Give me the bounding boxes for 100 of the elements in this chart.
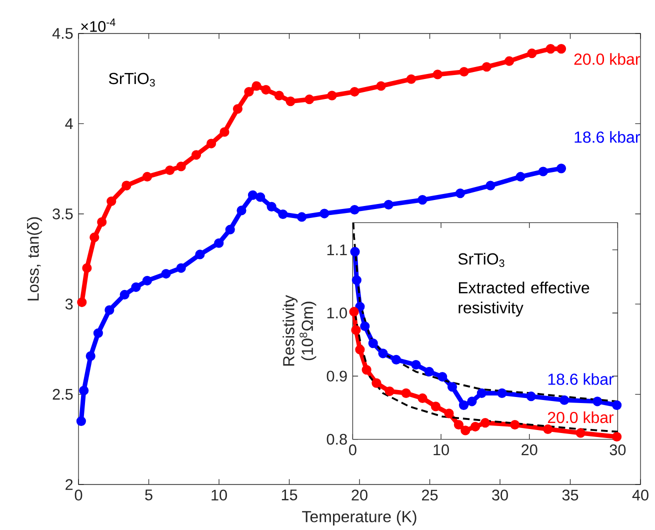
point: [142, 172, 152, 182]
x-tick-label: 25: [422, 490, 438, 500]
point: [131, 282, 141, 292]
y-tick-label: 1.1: [327, 244, 347, 256]
point: [372, 378, 382, 388]
point: [368, 338, 378, 348]
point: [406, 74, 416, 84]
x-tick-label: 20: [352, 490, 368, 500]
point: [430, 402, 441, 412]
x-tick-label: 0: [349, 444, 356, 456]
x-tick-label: 10: [434, 444, 449, 456]
point: [516, 172, 526, 182]
point: [470, 422, 480, 432]
point: [77, 297, 87, 308]
point: [424, 366, 434, 377]
point: [378, 348, 388, 358]
x-tick-label: 5: [145, 490, 152, 500]
point: [527, 48, 537, 58]
point: [286, 96, 296, 106]
series-label: 20.0 kbar: [574, 53, 640, 65]
point: [350, 204, 360, 215]
point: [538, 166, 548, 176]
point: [444, 408, 454, 418]
point: [106, 196, 116, 206]
point: [497, 388, 507, 398]
x-axis-title: Temperature (K): [302, 510, 416, 526]
point: [510, 420, 520, 430]
point: [411, 360, 421, 370]
point: [232, 104, 243, 114]
point: [104, 305, 114, 315]
point: [504, 56, 514, 66]
x-tick-label: 10: [212, 490, 227, 500]
point: [482, 62, 492, 72]
point: [214, 238, 224, 248]
point: [244, 86, 254, 97]
point: [418, 393, 428, 404]
point: [355, 302, 365, 312]
point: [467, 396, 477, 406]
point: [142, 276, 152, 286]
point: [256, 192, 266, 202]
y-tick-label: 1.0: [327, 308, 347, 318]
point: [459, 66, 469, 77]
point: [480, 418, 490, 428]
point: [360, 321, 370, 332]
point: [252, 81, 262, 91]
point: [90, 232, 100, 242]
point: [560, 395, 570, 405]
point: [320, 208, 330, 218]
y-tick-label: 2: [66, 479, 73, 490]
point: [362, 365, 372, 375]
point: [350, 86, 360, 97]
series-label: 18.6 kbar: [548, 373, 614, 385]
point: [225, 224, 235, 234]
point: [460, 426, 470, 436]
x-tick-label: 30: [492, 490, 508, 500]
point: [165, 165, 175, 176]
point: [266, 202, 276, 212]
point: [349, 306, 359, 317]
point: [612, 432, 622, 442]
point: [401, 388, 411, 398]
point: [176, 263, 186, 273]
point: [447, 382, 458, 392]
point: [418, 195, 428, 205]
point: [195, 250, 205, 260]
point: [76, 416, 86, 426]
y-axis-title: Loss, tan(δ): [27, 217, 42, 300]
x-tick-label: 15: [282, 490, 298, 500]
point: [592, 396, 602, 406]
point: [206, 138, 216, 148]
point: [352, 275, 362, 285]
point: [355, 344, 365, 354]
point: [384, 386, 394, 396]
y-tick-label: 4: [65, 118, 73, 129]
y-tick-label: 3: [65, 298, 73, 310]
point: [486, 180, 496, 190]
point: [296, 212, 307, 222]
point: [274, 90, 284, 100]
point: [556, 44, 566, 54]
y-tick-label: 3.5: [52, 208, 73, 220]
point: [458, 400, 469, 410]
point: [261, 84, 271, 95]
x-tick-label: 20: [522, 444, 538, 456]
x-tick-label: 0: [74, 490, 82, 500]
point: [384, 200, 394, 210]
point: [236, 206, 246, 216]
point: [278, 209, 288, 220]
point: [576, 428, 586, 438]
x-tick-label: 40: [632, 490, 648, 500]
point: [391, 354, 402, 365]
y-tick-label: 2.5: [52, 388, 73, 400]
text: ×10$^{-4}$: [81, 18, 116, 32]
point: [120, 290, 130, 300]
point: [79, 386, 89, 396]
point: [191, 150, 202, 160]
y-tick-label: 0.8: [326, 434, 347, 445]
annotation: SrTiO$_{3}$: [458, 252, 504, 267]
point: [304, 94, 314, 104]
point: [438, 372, 448, 382]
y-tick-label: 4.5: [52, 28, 73, 39]
point: [82, 263, 92, 273]
